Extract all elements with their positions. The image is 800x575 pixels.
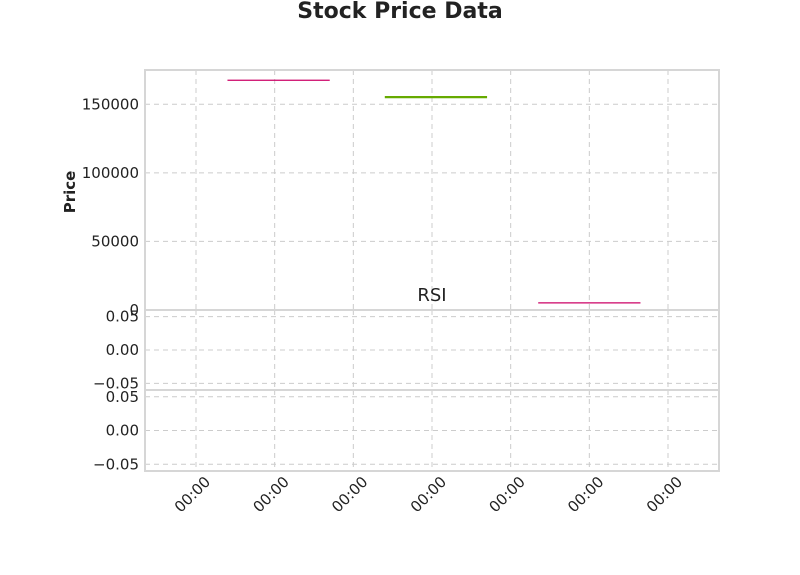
rsi-panel-title: RSI [417, 285, 446, 306]
series-layer [227, 79, 641, 304]
y-tick-label: 0 [129, 301, 139, 319]
x-tick-label: 00:00 [407, 473, 450, 516]
x-tick-label: 00:00 [249, 473, 292, 516]
y-tick-label: 50000 [91, 232, 139, 250]
y-tick-label: 150000 [82, 95, 139, 113]
y-tick-label: 100000 [82, 164, 139, 182]
x-tick-label: 00:00 [328, 473, 371, 516]
frame-layer [144, 69, 720, 472]
y-tick-label: −0.05 [93, 374, 139, 392]
chart-title: Stock Price Data [297, 0, 502, 24]
x-tick-label: 00:00 [171, 473, 214, 516]
y-tick-label: 0.05 [106, 388, 139, 406]
y-axis-label: Price [61, 171, 79, 214]
x-tick-label: 00:00 [643, 473, 686, 516]
panel-frame [144, 389, 720, 472]
x-tick-label: 00:00 [485, 473, 528, 516]
y-tick-label: 0.00 [106, 422, 139, 440]
y-tick-label: −0.05 [93, 455, 139, 473]
y-tick-label: 0.05 [106, 308, 139, 326]
y-tick-label: 0.00 [106, 341, 139, 359]
x-tick-label: 00:00 [564, 473, 607, 516]
grid-layer [145, 70, 719, 471]
tick-layer: 0500001000001500000.050.00−0.050.050.00−… [82, 95, 686, 516]
